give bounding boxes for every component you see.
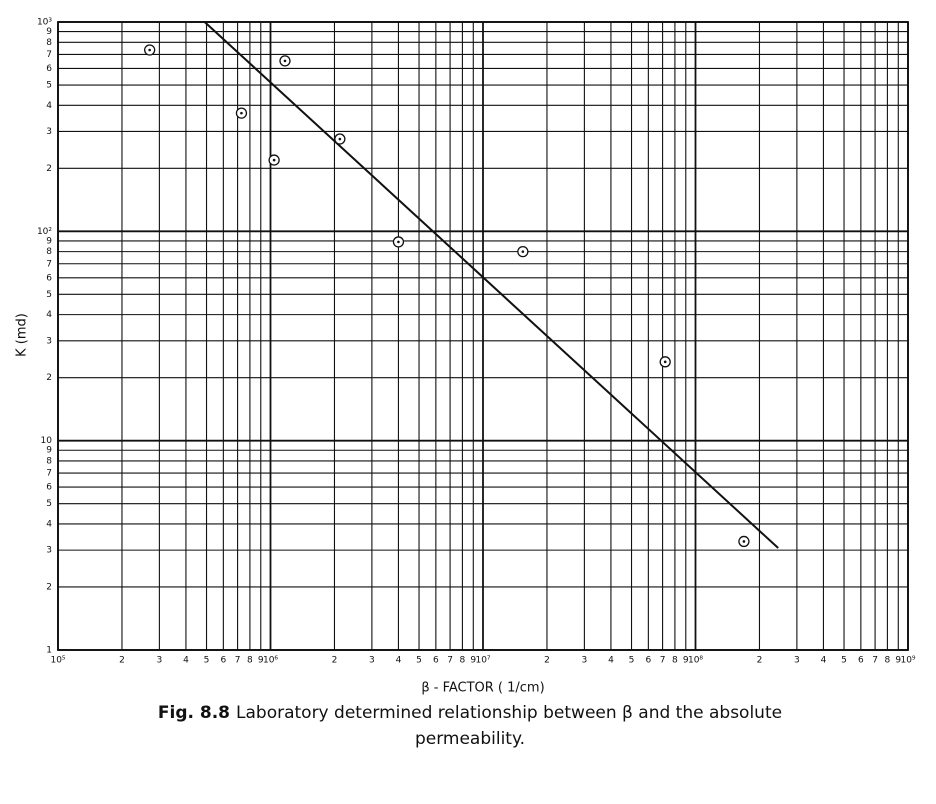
y-tick-label: 10² (37, 227, 52, 237)
x-tick-label: 7 (660, 656, 666, 666)
y-tick-label: 9 (46, 236, 52, 246)
y-tick-label: 8 (46, 247, 52, 257)
x-tick-label: 8 (885, 656, 891, 666)
x-tick-label: 5 (204, 656, 210, 666)
y-tick-label: 2 (46, 582, 52, 592)
x-tick-label: 2 (119, 656, 125, 666)
x-tick-label: 7 (447, 656, 453, 666)
x-tick-label: 6 (858, 656, 864, 666)
y-tick-label: 4 (46, 519, 52, 529)
y-tick-label: 7 (46, 469, 52, 479)
x-tick-label: 2 (544, 656, 550, 666)
x-tick-label: 7 (235, 656, 241, 666)
y-tick-label: 8 (46, 456, 52, 466)
x-tick-label: 10⁹ (900, 656, 915, 666)
x-tick-label: 10⁶ (263, 656, 278, 666)
data-point-center (663, 360, 667, 364)
data-point-center (397, 240, 400, 244)
x-tick-label: 4 (821, 656, 827, 666)
data-point-center (338, 137, 342, 141)
x-tick-label: 5 (629, 656, 635, 666)
x-tick-label: 9 (895, 656, 901, 666)
y-tick-label: 4 (46, 101, 52, 111)
y-tick-label: 2 (46, 373, 52, 383)
data-point-center (283, 59, 287, 63)
x-tick-label: 8 (672, 656, 678, 666)
x-tick-label: 4 (608, 656, 614, 666)
x-tick-label: 5 (416, 656, 422, 666)
x-tick-label: 5 (841, 656, 847, 666)
caption-label: Fig. 8.8 (157, 703, 231, 723)
data-point-center (521, 250, 525, 253)
x-tick-label: 9 (470, 656, 476, 666)
y-tick-label: 3 (46, 336, 52, 346)
x-tick-label: 10⁵ (50, 656, 65, 666)
x-tick-label: 8 (460, 656, 466, 666)
data-point-center (148, 48, 151, 52)
y-tick-label: 3 (46, 546, 52, 556)
y-tick-label: 5 (46, 290, 52, 300)
y-tick-label: 5 (46, 81, 52, 91)
plot-frame (57, 21, 909, 651)
x-tick-label: 6 (645, 656, 651, 666)
y-tick-label: 6 (46, 273, 52, 283)
data-point-center (240, 111, 243, 115)
x-tick-label: 4 (396, 656, 402, 666)
y-tick-label: 9 (46, 27, 52, 37)
x-tick-label: 7 (872, 656, 878, 666)
y-tick-label: 6 (46, 483, 52, 493)
fit-line (203, 21, 779, 549)
y-tick-label: 7 (46, 259, 52, 269)
y-tick-label: 10 (41, 436, 53, 446)
y-tick-label: 7 (46, 50, 52, 60)
y-axis-title: K (md) (15, 313, 30, 357)
x-tick-label: 2 (332, 656, 338, 666)
y-tick-label: 4 (46, 310, 52, 320)
chart: β - FACTOR ( 1/cm) K (md) 10⁵ 2 3 4 5 6 7 8 9 10⁶… (15, 18, 916, 696)
x-tick-label: 3 (157, 656, 163, 666)
x-tick-label: 6 (220, 656, 226, 666)
caption: Fig. 8.8 Laboratory determined relationsh… (140, 700, 800, 752)
x-axis-title: β - FACTOR ( 1/cm) (421, 681, 544, 696)
x-tick-label: 3 (369, 656, 375, 666)
data-point-center (742, 540, 746, 543)
y-tick-label: 8 (46, 38, 52, 48)
y-tick-label: 10³ (37, 18, 52, 28)
x-tick-label: 8 (247, 656, 253, 666)
y-tick-label: 6 (46, 64, 52, 74)
y-tick-label: 9 (46, 446, 52, 456)
y-tick-label: 1 (46, 646, 52, 656)
x-tick-label: 3 (582, 656, 588, 666)
x-tick-label: 3 (794, 656, 800, 666)
x-tick-label: 6 (433, 656, 439, 666)
x-tick-label: 9 (258, 656, 264, 666)
data-point-center (272, 158, 276, 162)
x-tick-label: 4 (183, 656, 189, 666)
caption-text: Laboratory determined relationship betwe… (236, 703, 783, 749)
x-tick-label: 9 (683, 656, 689, 666)
y-tick-label: 2 (46, 164, 52, 174)
x-tick-label: 2 (757, 656, 763, 666)
y-tick-label: 3 (46, 127, 52, 137)
x-tick-label: 10⁸ (688, 656, 703, 666)
y-tick-label: 5 (46, 499, 52, 509)
x-tick-label: 10⁷ (475, 656, 490, 666)
